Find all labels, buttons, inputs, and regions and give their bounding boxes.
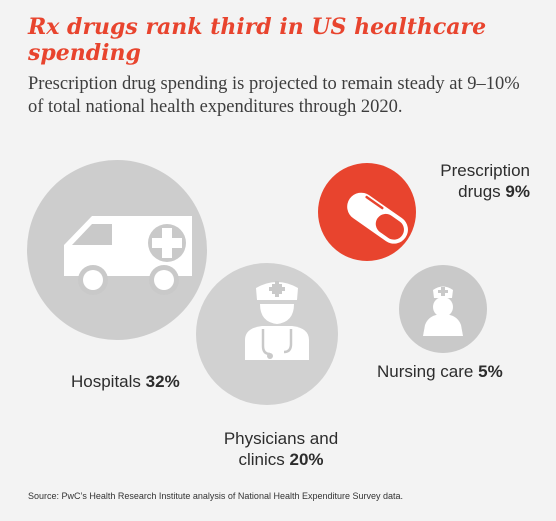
label-physicians-name-2: clinics <box>238 450 285 469</box>
chart-subtitle: Prescription drug spending is projected … <box>28 74 520 117</box>
label-hospitals: Hospitals 32% <box>71 371 180 392</box>
label-prescription-drugs-value: 9% <box>505 182 530 201</box>
source-note: Source: PwC’s Health Research Institute … <box>28 491 404 501</box>
nurse-icon <box>423 286 463 336</box>
label-nursing-care-name: Nursing care <box>377 362 474 381</box>
label-prescription-drugs-name-2: drugs <box>458 182 501 201</box>
pill-icon <box>347 192 408 244</box>
label-nursing-care: Nursing care 5% <box>377 361 503 382</box>
label-physicians-clinics: Physicians and clinics 20% <box>220 428 342 470</box>
label-nursing-care-value: 5% <box>478 362 503 381</box>
label-hospitals-name: Hospitals <box>71 372 141 391</box>
label-physicians-name-1: Physicians and <box>223 429 339 448</box>
label-prescription-drugs: Prescription drugs 9% <box>420 160 530 202</box>
doctor-icon <box>245 281 309 360</box>
chart-title: Rx drugs rank third in US healthcare spe… <box>28 14 487 66</box>
label-physicians-value: 20% <box>289 450 324 469</box>
label-prescription-drugs-name-1: Prescription <box>440 161 530 180</box>
label-hospitals-value: 32% <box>145 372 180 391</box>
ambulance-icon <box>64 216 192 295</box>
